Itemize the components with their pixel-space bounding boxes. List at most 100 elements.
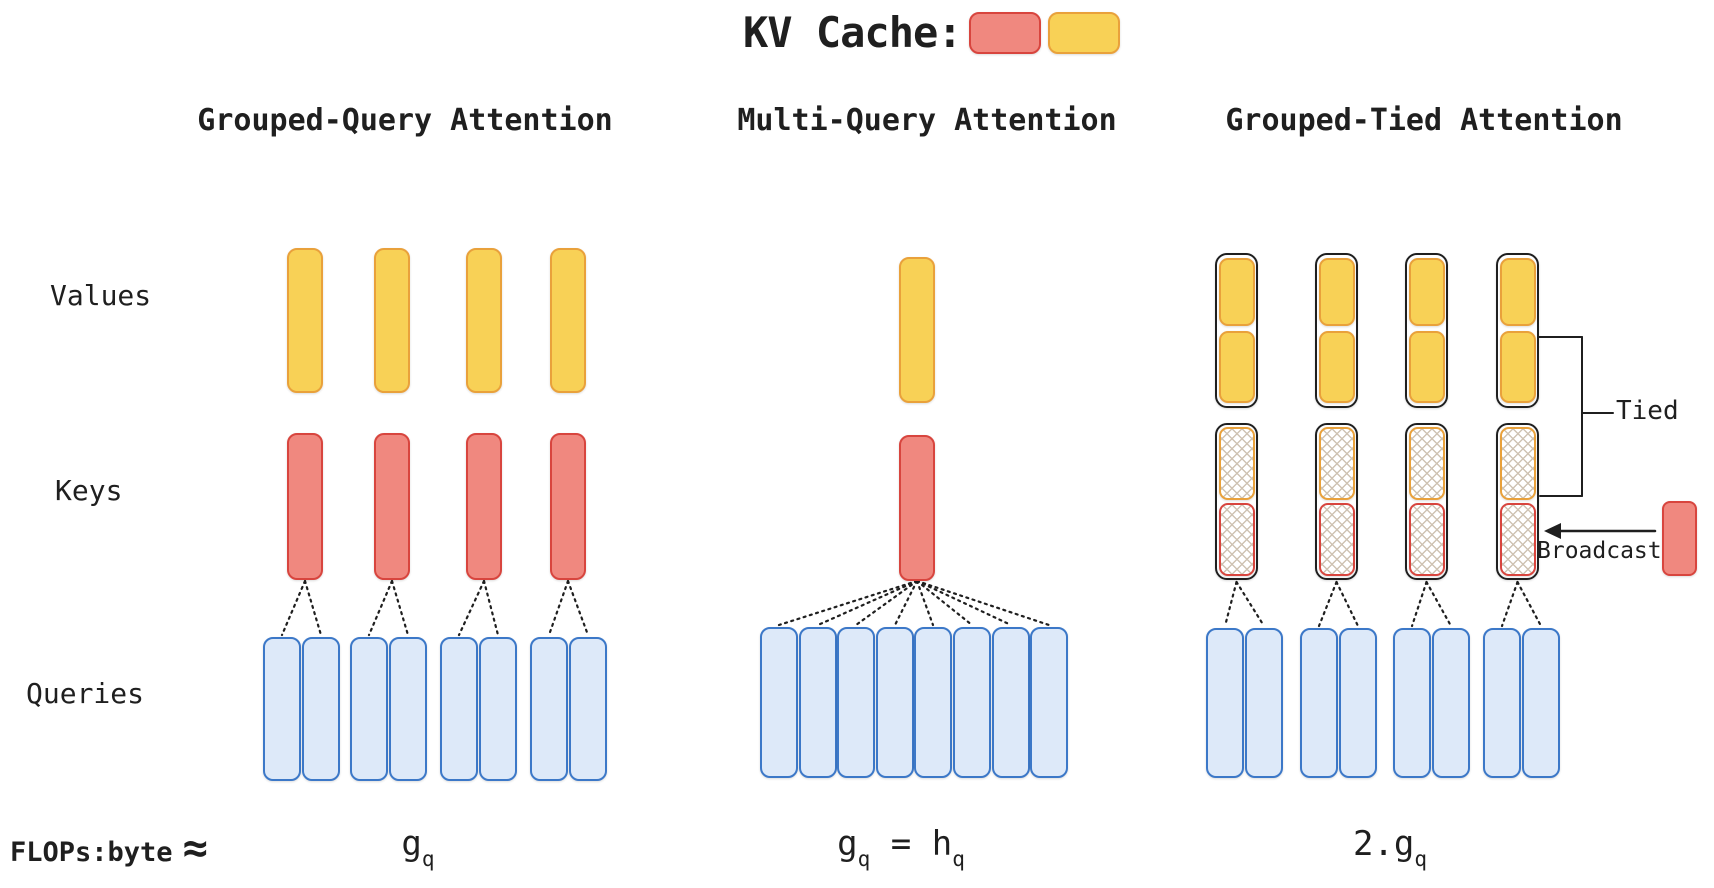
attention-connector bbox=[482, 579, 500, 637]
key-bar bbox=[899, 435, 935, 581]
value-bar bbox=[1408, 331, 1445, 403]
flops-byte-label: FLOPs:byte bbox=[10, 837, 173, 868]
attention-connector bbox=[1335, 580, 1360, 628]
query-bar bbox=[440, 637, 478, 781]
value-bar bbox=[1318, 258, 1355, 326]
query-bar bbox=[914, 627, 952, 778]
value-bar bbox=[287, 248, 323, 393]
query-bar bbox=[1393, 628, 1431, 778]
value-bar bbox=[466, 248, 502, 393]
kv-cache-legend: KV Cache: bbox=[743, 8, 1120, 57]
broadcast-key-hatched-bar bbox=[1408, 503, 1445, 576]
broadcast-key-hatched-bar bbox=[1499, 503, 1536, 576]
query-bar bbox=[569, 637, 607, 781]
tied-key-hatched-bar bbox=[1318, 427, 1355, 500]
query-bar bbox=[1030, 627, 1068, 778]
query-bar bbox=[837, 627, 875, 778]
broadcast-key-hatched-bar bbox=[1218, 503, 1255, 576]
attention-connector bbox=[915, 579, 1051, 627]
query-bar bbox=[302, 637, 340, 781]
attention-connector bbox=[1223, 580, 1238, 628]
formula-part: = bbox=[870, 824, 932, 864]
query-bar bbox=[479, 637, 517, 781]
kv-cache-title: KV Cache: bbox=[743, 8, 963, 57]
value-bar bbox=[1408, 258, 1445, 326]
approx-symbol: ≈ bbox=[182, 823, 208, 872]
key-bar bbox=[466, 433, 502, 580]
formula-part: q bbox=[1414, 847, 1428, 871]
broadcast-arrowhead bbox=[1544, 523, 1561, 539]
attention-connector bbox=[915, 579, 1013, 627]
key-cache-swatch bbox=[968, 11, 1041, 54]
formula-part: h bbox=[931, 824, 953, 864]
broadcast-source-key-bar bbox=[1662, 501, 1697, 576]
flops-formula-mqa: gq = hq bbox=[837, 824, 965, 871]
value-bar bbox=[1218, 258, 1255, 326]
attention-connector bbox=[1235, 580, 1266, 628]
value-bar bbox=[899, 257, 935, 403]
broadcast-label: Broadcast bbox=[1537, 538, 1662, 564]
value-cache-swatch bbox=[1047, 11, 1120, 54]
row-label-queries: Queries bbox=[26, 677, 145, 710]
attention-connector bbox=[1410, 580, 1428, 628]
value-bar bbox=[374, 248, 410, 393]
value-bar bbox=[1318, 331, 1355, 403]
query-bar bbox=[1206, 628, 1244, 778]
attention-connector bbox=[367, 579, 394, 637]
query-bar bbox=[1245, 628, 1283, 778]
query-bar bbox=[1300, 628, 1338, 778]
attention-connector bbox=[457, 579, 486, 637]
query-bar bbox=[350, 637, 388, 781]
attention-connector bbox=[1500, 580, 1519, 628]
value-bar bbox=[1499, 258, 1536, 326]
attention-connector bbox=[893, 579, 919, 627]
flops-formula-gqa: gq bbox=[401, 824, 434, 871]
formula-part: q bbox=[857, 847, 871, 871]
query-bar bbox=[876, 627, 914, 778]
attention-connector bbox=[547, 579, 570, 637]
query-bar bbox=[953, 627, 991, 778]
tied-key-hatched-bar bbox=[1218, 427, 1255, 500]
query-bar bbox=[530, 637, 568, 781]
attention-connector bbox=[915, 579, 974, 627]
flops-formula-gta: 2.gq bbox=[1352, 824, 1427, 871]
attention-connector bbox=[816, 579, 919, 627]
attention-connector bbox=[854, 579, 919, 627]
value-bar bbox=[550, 248, 586, 393]
attention-connector bbox=[1516, 580, 1543, 628]
attention-connector bbox=[1317, 580, 1338, 628]
formula-part: 2.g bbox=[1352, 824, 1415, 864]
title-grouped-tied-attention: Grouped-Tied Attention bbox=[1225, 103, 1623, 138]
attention-connector bbox=[777, 579, 919, 627]
query-bar bbox=[389, 637, 427, 781]
query-bar bbox=[1522, 628, 1560, 778]
tied-key-hatched-bar bbox=[1499, 427, 1536, 500]
key-bar bbox=[374, 433, 410, 580]
title-multi-query-attention: Multi-Query Attention bbox=[737, 103, 1117, 138]
query-bar bbox=[992, 627, 1030, 778]
query-bar bbox=[1339, 628, 1377, 778]
tied-key-hatched-bar bbox=[1408, 427, 1445, 500]
row-label-values: Values bbox=[50, 279, 152, 312]
attention-connector bbox=[280, 579, 307, 637]
key-bar bbox=[550, 433, 586, 580]
formula-part: g bbox=[837, 824, 858, 864]
attention-connector bbox=[303, 579, 323, 637]
query-bar bbox=[1432, 628, 1470, 778]
attention-connector bbox=[1425, 580, 1453, 628]
attention-connector bbox=[915, 579, 935, 627]
flops-byte-row: FLOPs:byte ≈ bbox=[10, 823, 208, 872]
query-bar bbox=[799, 627, 837, 778]
attention-connector bbox=[390, 579, 410, 637]
value-bar bbox=[1218, 331, 1255, 403]
tied-label: Tied bbox=[1616, 396, 1679, 426]
query-bar bbox=[1483, 628, 1521, 778]
value-bar bbox=[1499, 331, 1536, 403]
broadcast-key-hatched-bar bbox=[1318, 503, 1355, 576]
formula-part: g bbox=[401, 824, 422, 864]
query-bar bbox=[760, 627, 798, 778]
formula-part: q bbox=[421, 847, 435, 871]
formula-part: q bbox=[952, 847, 965, 871]
row-label-keys: Keys bbox=[55, 474, 123, 507]
